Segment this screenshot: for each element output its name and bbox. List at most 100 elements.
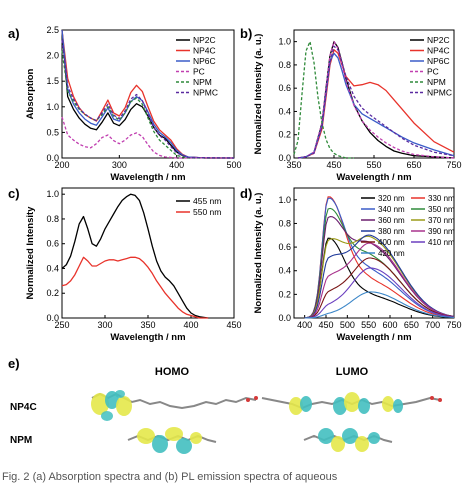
panel-b-label: b) [240, 26, 252, 41]
panel-c-ytick-label: 0.6 [46, 239, 59, 249]
panel-a-ytick-label: 2.5 [46, 25, 59, 35]
panel-a-legend-label: NP2C [193, 35, 216, 45]
panel-d-legend-label: 420 nm [378, 249, 405, 258]
panel-a-ytick-label: 2.0 [46, 51, 59, 61]
panel-b-xtick-label: 350 [286, 160, 301, 170]
panel-b-series-npm [293, 40, 354, 159]
panel-d-series-320-nm [304, 237, 455, 319]
panel-c-legend-label: 455 nm [193, 196, 221, 206]
panel-d-series-400-nm [304, 257, 455, 319]
panel-c-ytick-label: 0.2 [46, 288, 59, 298]
panel-c-ytick-label: 0.0 [46, 313, 59, 323]
panel-d-series-410-nm [304, 267, 455, 319]
panel-a-label: a) [8, 26, 20, 41]
panel-b-ytick-label: 0.4 [278, 106, 291, 116]
panel-d-series-390-nm [304, 242, 455, 319]
panel-d-legend-label: 380 nm [378, 227, 405, 236]
figure-caption: Fig. 2 (a) Absorption spectra and (b) PL… [2, 471, 338, 483]
panel-b-xlabel: Wavelength / nm [336, 172, 411, 183]
panel-b-legend-label: NP2C [427, 35, 450, 45]
panel-a-legend-label: NP6C [193, 56, 216, 66]
panel-d-series-340-nm [304, 197, 455, 319]
panel-b-xtick-label: 550 [366, 160, 381, 170]
panel-a-ytick-label: 1.0 [46, 102, 59, 112]
panel-d-xtick-label: 400 [297, 320, 312, 330]
panel-b-xtick-label: 750 [446, 160, 461, 170]
panel-a-legend-label: NP4C [193, 46, 216, 56]
panel-b-legend-label: NP4C [427, 46, 450, 56]
panel-a-series-np2c [61, 29, 234, 159]
panel-d-xtick-label: 650 [404, 320, 419, 330]
panel-e-orbitals: e) HOMO LUMO NP4C NPM [8, 356, 442, 454]
panel-d-legend-label: 320 nm [378, 194, 405, 203]
panel-b-xtick-label: 650 [406, 160, 421, 170]
panel-d-legend-label: 330 nm [428, 194, 455, 203]
panel-b-ytick-label: 0.6 [278, 83, 291, 93]
panel-a-series-npm [61, 50, 234, 159]
panel-c-xtick-label: 250 [54, 320, 69, 330]
panel-b-legend-label: NP6C [427, 56, 450, 66]
panel-b-legend-label: PC [427, 67, 439, 77]
panel-a-legend-label: NPMC [193, 88, 218, 98]
panel-a-xtick-label: 400 [169, 160, 184, 170]
panel-b-ytick-label: 0.8 [278, 60, 291, 70]
panel-c-xtick-label: 400 [183, 320, 198, 330]
panel-e-label: e) [8, 356, 20, 371]
panel-c-ytick-label: 0.8 [46, 214, 59, 224]
panel-b-ylabel: Normalized Intensity (a. u.) [253, 34, 264, 155]
np4c-homo-orbital [91, 390, 258, 421]
panel-d-series-330-nm [304, 196, 455, 319]
npm-homo-orbital [127, 427, 217, 454]
panel-b-pl-chart: b) 350 450 550 650 750 0.0 0.2 0.4 0.6 0.8 1.0 NP2… [240, 26, 462, 183]
panel-a-ylabel: Absorption [25, 68, 36, 119]
panel-d-series-420-nm [304, 291, 455, 319]
panel-b-ytick-label: 0.2 [278, 130, 291, 140]
panel-d-xtick-label: 700 [425, 320, 440, 330]
homo-header: HOMO [155, 366, 190, 378]
row-label-np4c: NP4C [10, 402, 37, 413]
panel-c-legend-label: 550 nm [193, 207, 221, 217]
panel-a-legend-label: PC [193, 67, 205, 77]
panel-a-legend-label: NPM [193, 77, 212, 87]
panel-d-xtick-label: 600 [382, 320, 397, 330]
panel-d-label: d) [240, 186, 252, 201]
panel-a-series-pc [61, 116, 234, 159]
panel-b-legend-label: NPMC [427, 88, 452, 98]
panel-c-series-455-nm [61, 193, 209, 319]
panel-c-xtick-label: 350 [140, 320, 155, 330]
panel-a-ytick-label: 1.5 [46, 76, 59, 86]
panel-a-ytick-label: 0.0 [46, 153, 59, 163]
panel-a-ytick-label: 0.5 [46, 127, 59, 137]
lumo-header: LUMO [336, 366, 369, 378]
panel-a-xlabel: Wavelength / nm [110, 172, 185, 183]
panel-c-xtick-label: 450 [226, 320, 241, 330]
panel-d-ytick-label: 0.4 [278, 266, 291, 276]
panel-a-frame [61, 29, 235, 159]
panel-d-legend-label: 340 nm [378, 205, 405, 214]
row-label-npm: NPM [10, 435, 32, 446]
panel-c-xlabel: Wavelength / nm [110, 332, 185, 343]
panel-d-ylabel: Normalized Intensity (a. u.) [253, 193, 264, 314]
panel-a-series-npmc [61, 40, 235, 159]
panel-d-legend-label: 410 nm [428, 238, 455, 247]
panel-d-xtick-label: 500 [340, 320, 355, 330]
panel-b-ytick-label: 1.0 [278, 37, 291, 47]
panel-d-legend-label: 370 nm [428, 216, 455, 225]
panel-d-xtick-label: 750 [446, 320, 461, 330]
panel-d-ytick-label: 0.6 [278, 242, 291, 252]
panel-d-excitation-dependent-chart: d) 400 450 500 550 600 650 700 750 0.0 0.2 0.4 0.6 0… [240, 186, 462, 343]
panel-d-legend-label: 360 nm [378, 216, 405, 225]
panel-a-xtick-label: 500 [226, 160, 241, 170]
panel-b-xtick-label: 450 [326, 160, 341, 170]
panel-d-ytick-label: 1.0 [278, 195, 291, 205]
panel-a-xtick-label: 300 [112, 160, 127, 170]
panel-d-legend-label: 350 nm [428, 205, 455, 214]
panel-d-ytick-label: 0.8 [278, 218, 291, 228]
panel-d-xlabel: Wavelength / nm [336, 332, 411, 343]
panel-c-label: c) [8, 186, 20, 201]
panel-a-xtick-label: 200 [54, 160, 69, 170]
panel-c-ylabel: Normalized Intensity [25, 206, 36, 300]
panel-d-xtick-label: 550 [361, 320, 376, 330]
panel-d-xtick-label: 450 [318, 320, 333, 330]
